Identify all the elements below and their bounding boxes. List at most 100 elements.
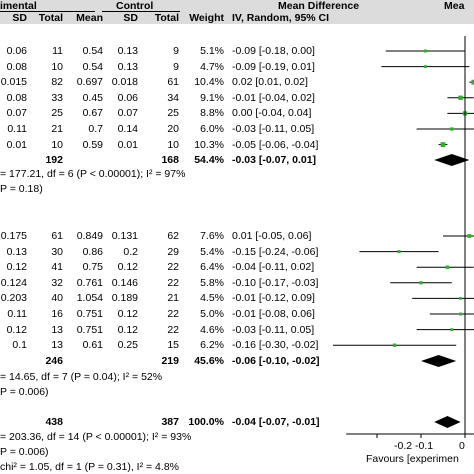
subgroup1-total2-cell: 34 <box>167 91 179 104</box>
subgroup2-mean2-cell: 0.751 <box>76 323 103 336</box>
study-point <box>440 142 446 148</box>
subgroup2-mean2-cell: 0.751 <box>76 308 103 320</box>
subgroup1-total1-cell: 82 <box>51 76 63 89</box>
study-point <box>459 297 462 300</box>
subgroup1-weight-cell: 10.4% <box>194 76 224 89</box>
study-point <box>423 65 427 69</box>
subgroup2-sd2-cell: 0.146 <box>111 276 138 289</box>
study-point <box>467 234 472 238</box>
subgroup1-sd2-cell: 0.06 <box>117 91 138 104</box>
subgroup1-sd2-cell: 0.07 <box>117 107 138 120</box>
subgroup1-ci-cell: 0.00 [-0.04, 0.04] <box>232 107 312 120</box>
study-point <box>458 95 463 100</box>
subgroup2-pooled-ci: -0.06 [-0.10, -0.02] <box>232 355 320 367</box>
subgroup2-total1-cell: 16 <box>51 308 63 320</box>
subgroup2-ci-cell: -0.01 [-0.08, 0.06] <box>232 308 315 320</box>
col-header-sd1: SD <box>12 12 27 24</box>
group-header-underline <box>0 11 95 12</box>
overall-total2: 387 <box>161 416 179 428</box>
study-point <box>459 312 463 316</box>
subgroup2-ci-cell: -0.16 [-0.30, -0.02] <box>232 339 319 352</box>
axis-tick-label: 0 <box>459 440 465 452</box>
subgroup1-sd1-cell: 0.11 <box>7 123 27 135</box>
group-header-underline <box>102 11 180 12</box>
subgroup1-pooled-ci: -0.03 [-0.07, 0.01] <box>232 154 317 166</box>
study-point <box>450 328 454 332</box>
subgroup2-sd2-cell: 0.12 <box>117 261 138 274</box>
subgroup1-ci-cell: -0.03 [-0.11, 0.05] <box>232 123 315 135</box>
subgroup1-total2-cell: 61 <box>167 76 179 89</box>
subgroup2-overall-test: P = 0.006) <box>0 386 49 398</box>
subgroup2-weight-cell: 5.4% <box>200 245 224 258</box>
axis-tick-label: -0.2 <box>394 440 413 452</box>
subgroup2-mean2-cell: 0.61 <box>82 339 103 352</box>
subgroup2-sd2-cell: 0.131 <box>111 230 138 242</box>
table-header-band <box>0 0 474 24</box>
subgroup1-ci-cell: 0.02 [0.01, 0.02] <box>232 76 308 89</box>
subgroup1-total1-cell: 11 <box>52 45 63 57</box>
subgroup1-ci-cell: -0.01 [-0.04, 0.02] <box>232 91 315 104</box>
subgroup1-sd2-cell: 0.13 <box>117 60 138 73</box>
subgroup2-ci-cell: -0.10 [-0.17, -0.03] <box>232 276 319 289</box>
subgroup1-total1-cell: 25 <box>51 107 63 120</box>
study-point <box>397 250 401 254</box>
subgroup2-total2-cell: 22 <box>167 276 179 289</box>
subgroup-difference-test: chi² = 1.05, df = 1 (P = 0.31), I² = 4.8… <box>0 461 179 473</box>
col-header-mean2: Mean <box>76 12 103 24</box>
study-point <box>445 265 450 269</box>
subgroup1-mean2-cell: 0.7 <box>88 123 103 135</box>
subgroup1-sd1-cell: 0.015 <box>0 76 27 89</box>
subgroup2-mean2-cell: 0.75 <box>82 261 103 274</box>
subgroup2-total1-cell: 32 <box>51 276 63 289</box>
subgroup2-total1-cell: 13 <box>51 339 63 352</box>
study-point <box>450 127 454 131</box>
subgroup2-total2-cell: 15 <box>167 339 179 352</box>
subgroup1-sd1-cell: 0.01 <box>6 138 27 151</box>
subgroup2-total2-cell: 62 <box>167 230 179 242</box>
subgroup1-mean2-cell: 0.67 <box>82 107 103 120</box>
subgroup1-mean2-cell: 0.54 <box>82 45 103 57</box>
subgroup2-sd2-cell: 0.2 <box>123 245 138 258</box>
subgroup2-mean2-cell: 0.761 <box>76 276 103 289</box>
subgroup2-total2-cell: 22 <box>167 323 179 336</box>
study-point <box>423 49 427 53</box>
subgroup2-ci-cell: 0.01 [-0.05, 0.06] <box>232 230 312 242</box>
subgroup1-total1-cell: 33 <box>51 91 63 104</box>
subgroup1-sd1-cell: 0.07 <box>6 107 27 120</box>
subgroup1-weight-cell: 4.7% <box>200 60 224 73</box>
subgroup2-heterogeneity: = 14.65, df = 7 (P = 0.04); I² = 52% <box>0 371 163 383</box>
subgroup2-total2: 219 <box>161 355 179 367</box>
subgroup1-weight-cell: 9.1% <box>200 91 224 104</box>
subgroup1-weight-cell: 10.3% <box>194 138 224 151</box>
subgroup2-sd1-cell: 0.203 <box>0 292 27 305</box>
col-header-total1: Total <box>38 12 63 24</box>
subgroup2-sd1-cell: 0.175 <box>0 230 27 242</box>
subgroup2-total2-cell: 22 <box>167 261 179 274</box>
subgroup2-sd2-cell: 0.25 <box>117 339 138 352</box>
subgroup2-total1-cell: 41 <box>51 261 63 274</box>
subgroup2-total2-cell: 22 <box>167 308 179 320</box>
subgroup2-sd2-cell: 0.12 <box>117 323 138 336</box>
subgroup2-weight-cell: 6.2% <box>200 339 224 352</box>
subgroup1-weight-cell: 5.1% <box>200 45 224 57</box>
subgroup1-ci-cell: -0.09 [-0.18, 0.00] <box>232 45 315 57</box>
subgroup1-heterogeneity: = 177.21, df = 6 (P < 0.00001); I² = 97% <box>0 168 186 180</box>
subgroup2-weight: 45.6% <box>194 355 224 367</box>
subgroup1-sd2-cell: 0.14 <box>117 123 138 135</box>
study-point <box>419 281 423 285</box>
subgroup2-mean2-cell: 0.86 <box>82 245 103 258</box>
axis-tick-label: -0.1 <box>415 440 434 452</box>
subgroup1-weight-cell: 6.0% <box>200 123 224 135</box>
subgroup1-total2-cell: 10 <box>167 138 179 151</box>
subgroup1-total2-cell: 9 <box>173 45 179 57</box>
control-group-header: Control <box>116 0 154 12</box>
pooled-diamond <box>434 416 461 428</box>
subgroup1-sd2-cell: 0.01 <box>117 138 138 151</box>
subgroup1-sd1-cell: 0.06 <box>6 45 27 57</box>
subgroup1-total1: 192 <box>45 154 63 166</box>
overall-heterogeneity: = 203.36, df = 14 (P < 0.00001); I² = 93… <box>0 431 192 443</box>
subgroup2-total2-cell: 29 <box>167 245 179 258</box>
subgroup2-total1-cell: 13 <box>51 323 63 336</box>
subgroup2-weight-cell: 4.5% <box>200 292 224 305</box>
